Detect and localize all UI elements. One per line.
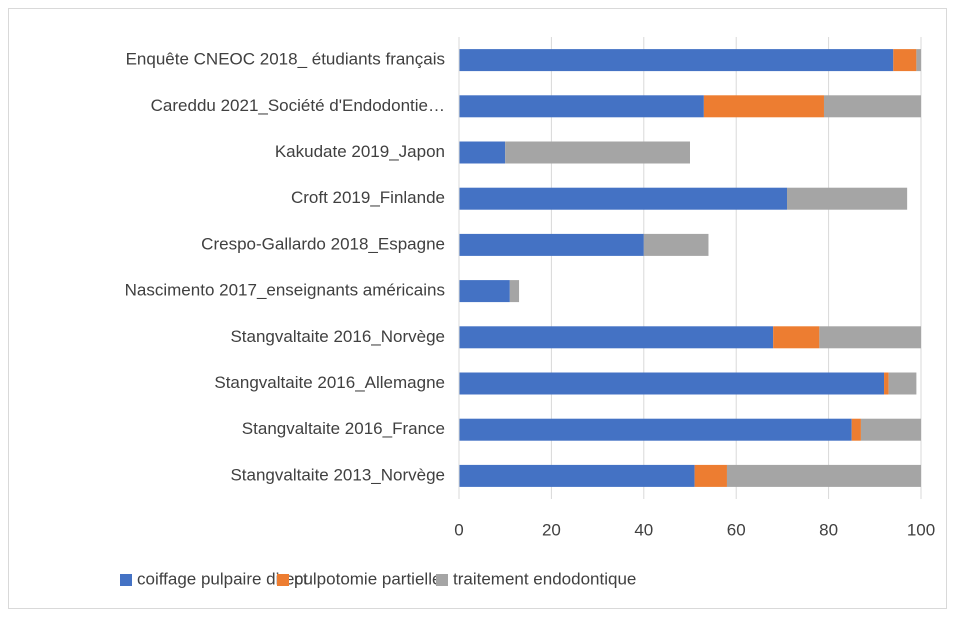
bar-segment [459, 372, 885, 395]
bar-segment [459, 326, 774, 349]
bar-segment [643, 233, 709, 256]
bar-segment [819, 326, 921, 349]
y-tick-label: Stangvaltaite 2016_France [242, 419, 445, 438]
bar-segment [726, 464, 921, 487]
legend-swatch [120, 574, 132, 586]
legend-label: coiffage pulpaire direct [137, 569, 308, 588]
bar-segment [884, 372, 889, 395]
x-tick-label: 20 [542, 520, 561, 539]
bar-segment [459, 280, 510, 303]
y-tick-label: Kakudate 2019_Japon [275, 142, 445, 161]
bar-segment [851, 418, 861, 441]
bar-segment [459, 233, 644, 256]
y-tick-label: Stangvaltaite 2016_Norvège [230, 327, 445, 346]
y-tick-label: Enquête CNEOC 2018_ étudiants français [126, 50, 445, 69]
bar-segment [509, 280, 520, 303]
bar-segment [459, 49, 894, 72]
x-tick-label: 0 [454, 520, 463, 539]
bar-segment [773, 326, 820, 349]
bar-segment [459, 141, 506, 164]
bar-segment [787, 187, 908, 210]
bar-segment [893, 49, 917, 72]
bar-segment [823, 95, 921, 118]
y-tick-label: Nascimento 2017_enseignants américains [125, 281, 445, 300]
bar-segment [505, 141, 690, 164]
bar-segment [459, 95, 704, 118]
y-tick-label: Stangvaltaite 2013_Norvège [230, 465, 445, 484]
bar-segment [703, 95, 824, 118]
bar-segment [860, 418, 921, 441]
bar-segment [459, 187, 788, 210]
bar-segment [916, 49, 921, 72]
bar-segment [888, 372, 917, 395]
x-tick-label: 60 [727, 520, 746, 539]
bar-segment [459, 418, 852, 441]
bar-segment [694, 464, 727, 487]
y-tick-label: Careddu 2021_Société d'Endodontie… [151, 96, 445, 115]
bar-segment [459, 464, 695, 487]
y-tick-label: Crespo-Gallardo 2018_Espagne [201, 234, 445, 253]
legend-swatch [277, 574, 289, 586]
legend-label: traitement endodontique [453, 569, 636, 588]
x-tick-label: 80 [819, 520, 838, 539]
legend-label: pulpotomie partielle [294, 569, 441, 588]
y-tick-label: Croft 2019_Finlande [291, 188, 445, 207]
x-tick-label: 100 [907, 520, 935, 539]
chart-border [8, 8, 947, 609]
legend-swatch [436, 574, 448, 586]
x-tick-label: 40 [634, 520, 653, 539]
y-tick-label: Stangvaltaite 2016_Allemagne [214, 373, 445, 392]
